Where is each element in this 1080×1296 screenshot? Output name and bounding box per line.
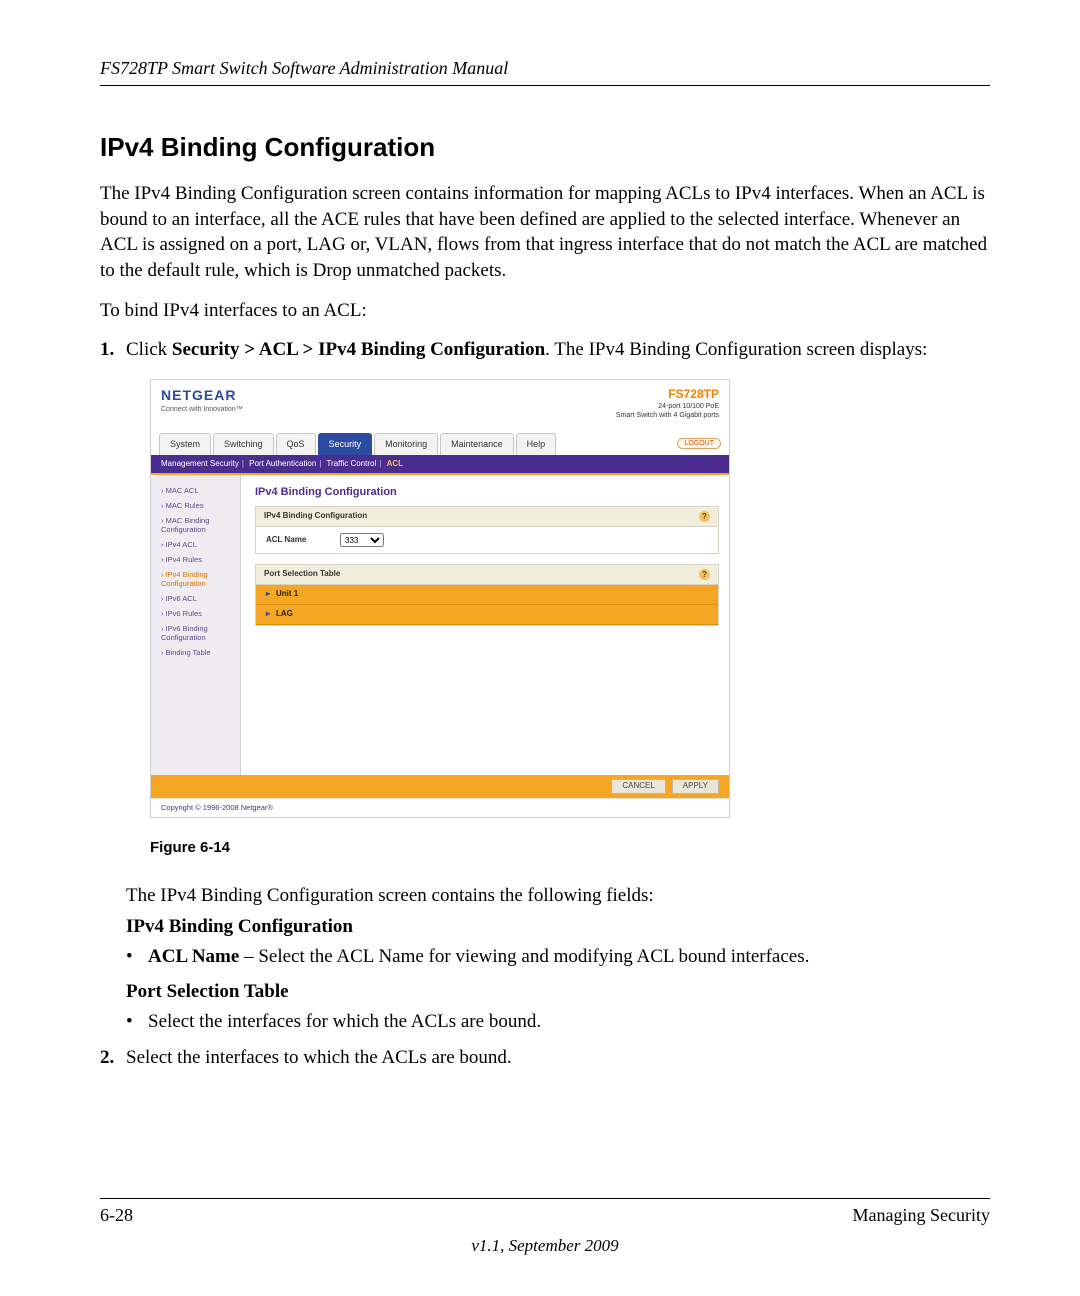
tab-qos[interactable]: QoS [276,433,316,454]
acl-name-select[interactable]: 333 [340,533,384,547]
help-icon[interactable]: ? [699,569,710,580]
subhead-port-table: Port Selection Table [126,979,990,1005]
apply-button[interactable]: APPLY [672,779,719,794]
step1-prefix: Click [126,339,172,360]
sidebar-mac-rules[interactable]: › MAC Rules [151,498,240,513]
step1-path: Security > ACL > IPv4 Binding Configurat… [172,339,545,360]
sidebar-ipv4-rules[interactable]: › IPv4 Rules [151,552,240,567]
action-bar: CANCEL APPLY [151,775,729,798]
tab-system[interactable]: System [159,433,211,454]
subnav-acl[interactable]: ACL [387,459,403,468]
sidebar-ipv6-rules[interactable]: › IPv6 Rules [151,606,240,621]
step-2: 2.Select the interfaces to which the ACL… [100,1045,990,1071]
lead-in: To bind IPv4 interfaces to an ACL: [100,298,990,324]
screenshot-figure: NETGEAR Connect with Innovation™ FS728TP… [150,379,730,818]
sidebar-ipv4-binding[interactable]: › IPv4 Binding Configuration [151,567,240,591]
sidebar-ipv6-binding[interactable]: › IPv6 Binding Configuration [151,621,240,645]
running-header: FS728TP Smart Switch Software Administra… [100,58,990,86]
acl-name-label: ACL Name [266,535,326,546]
content-panel: IPv4 Binding Configuration IPv4 Binding … [241,475,729,775]
footer-version: v1.1, September 2009 [100,1236,990,1256]
step-1: 1.Click Security > ACL > IPv4 Binding Co… [100,337,990,1035]
help-icon[interactable]: ? [699,511,710,522]
brand-tagline: Connect with Innovation™ [161,405,243,414]
fields-intro: The IPv4 Binding Configuration screen co… [100,883,990,909]
tab-maintenance[interactable]: Maintenance [440,433,514,454]
bullet-port-select: Select the interfaces for which the ACLs… [126,1009,990,1035]
acl-sidebar: › MAC ACL › MAC Rules › MAC Binding Conf… [151,475,241,775]
intro-paragraph: The IPv4 Binding Configuration screen co… [100,181,990,284]
subhead-binding: IPv4 Binding Configuration [126,914,990,940]
sidebar-binding-table[interactable]: › Binding Table [151,645,240,660]
subnav-traffic-control[interactable]: Traffic Control [326,459,376,468]
footer-page-number: 6-28 [100,1205,133,1226]
tab-security[interactable]: Security [318,433,373,454]
copyright-text: Copyright © 1996-2008 Netgear® [151,798,729,817]
model-desc-2: Smart Switch with 4 Gigabit ports [616,411,719,420]
main-tabs: System Switching QoS Security Monitoring… [151,427,729,455]
expand-icon: ▸ [266,609,270,620]
panel2-title: Port Selection Table [264,569,340,580]
subnav-port-auth[interactable]: Port Authentication [249,459,316,468]
sidebar-ipv4-acl[interactable]: › IPv4 ACL [151,537,240,552]
step1-suffix: . The IPv4 Binding Configuration screen … [545,339,927,360]
cancel-button[interactable]: CANCEL [611,779,665,794]
brand-text: NETGEAR [161,386,243,405]
page-title: IPv4 Binding Configuration [100,132,990,163]
content-title: IPv4 Binding Configuration [255,485,719,500]
tab-help[interactable]: Help [516,433,557,454]
sidebar-mac-acl[interactable]: › MAC ACL [151,483,240,498]
netgear-logo: NETGEAR Connect with Innovation™ [161,386,243,421]
sidebar-ipv6-acl[interactable]: › IPv6 ACL [151,591,240,606]
tab-monitoring[interactable]: Monitoring [374,433,438,454]
model-number: FS728TP [616,386,719,402]
subnav-mgmt-security[interactable]: Management Security [161,459,239,468]
port-row-lag[interactable]: ▸ LAG [256,605,718,625]
sidebar-mac-binding[interactable]: › MAC Binding Configuration [151,513,240,537]
panel1-title: IPv4 Binding Configuration [264,511,367,522]
panel-binding-config: IPv4 Binding Configuration ? ACL Name 33… [255,506,719,554]
expand-icon: ▸ [266,589,270,600]
tab-switching[interactable]: Switching [213,433,274,454]
footer-section: Managing Security [853,1205,990,1226]
bullet-acl-name: ACL Name – Select the ACL Name for viewi… [126,944,990,970]
model-desc-1: 24-port 10/100 PoE [616,402,719,411]
logout-button[interactable]: LOGOUT [677,438,721,449]
port-row-unit1[interactable]: ▸ Unit 1 [256,585,718,605]
page-footer: 6-28 Managing Security v1.1, September 2… [100,1198,990,1256]
sub-nav: Management Security| Port Authentication… [151,455,729,476]
panel-port-selection: Port Selection Table ? ▸ Unit 1 ▸ LAG [255,564,719,626]
figure-caption: Figure 6-14 [150,838,990,858]
model-block: FS728TP 24-port 10/100 PoE Smart Switch … [616,386,719,421]
